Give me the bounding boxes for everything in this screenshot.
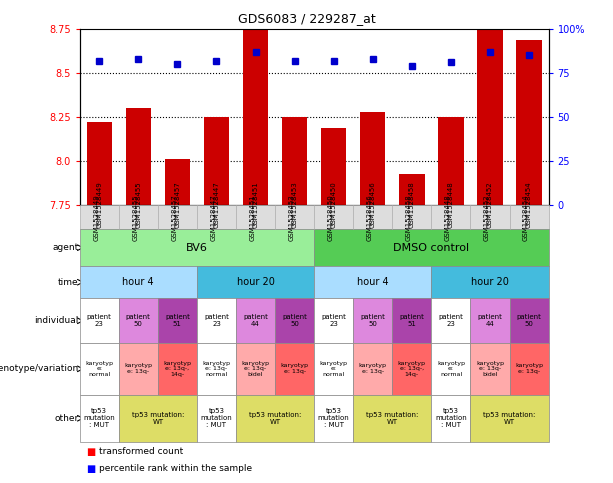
Text: hour 20: hour 20 bbox=[237, 277, 275, 287]
Text: patient
50: patient 50 bbox=[282, 314, 307, 327]
Text: patient
50: patient 50 bbox=[360, 314, 385, 327]
Text: patient
51: patient 51 bbox=[400, 314, 424, 327]
Text: GSM1528450: GSM1528450 bbox=[328, 194, 333, 241]
Bar bbox=[243, 29, 268, 205]
Text: percentile rank within the sample: percentile rank within the sample bbox=[99, 464, 253, 473]
Text: karyotyp
e:
normal: karyotyp e: normal bbox=[85, 360, 113, 377]
Text: GSM1528457: GSM1528457 bbox=[174, 181, 180, 228]
Text: tp53 mutation:
WT: tp53 mutation: WT bbox=[484, 412, 536, 425]
Text: GSM1528449: GSM1528449 bbox=[96, 181, 102, 228]
Bar bbox=[438, 117, 463, 205]
Text: karyotyp
e:
normal: karyotyp e: normal bbox=[437, 360, 465, 377]
Bar bbox=[165, 159, 190, 205]
Text: karyotyp
e:
normal: karyotyp e: normal bbox=[320, 360, 348, 377]
Text: GSM1528455: GSM1528455 bbox=[132, 194, 139, 241]
Text: karyotyp
e: 13q-: karyotyp e: 13q- bbox=[515, 363, 543, 374]
Text: patient
51: patient 51 bbox=[165, 314, 190, 327]
Text: genotype/variation: genotype/variation bbox=[0, 364, 78, 373]
Text: patient
23: patient 23 bbox=[438, 314, 463, 327]
Text: patient
23: patient 23 bbox=[87, 314, 112, 327]
Text: DMSO control: DMSO control bbox=[394, 242, 470, 253]
Text: GSM1528452: GSM1528452 bbox=[484, 194, 490, 241]
Text: tp53
mutation
: MUT: tp53 mutation : MUT bbox=[435, 408, 467, 428]
Text: other: other bbox=[54, 414, 78, 423]
Text: GSM1528450: GSM1528450 bbox=[330, 181, 337, 228]
Bar bbox=[478, 29, 503, 205]
Text: patient
23: patient 23 bbox=[204, 314, 229, 327]
Text: hour 4: hour 4 bbox=[123, 277, 154, 287]
Text: GSM1528451: GSM1528451 bbox=[253, 181, 259, 228]
Text: GSM1528451: GSM1528451 bbox=[249, 194, 256, 241]
Text: tp53 mutation:
WT: tp53 mutation: WT bbox=[132, 412, 184, 425]
Text: karyotyp
e: 13q-,
14q-: karyotyp e: 13q-, 14q- bbox=[398, 360, 426, 377]
Bar bbox=[399, 173, 425, 205]
Text: GSM1528447: GSM1528447 bbox=[213, 181, 219, 228]
Text: hour 4: hour 4 bbox=[357, 277, 389, 287]
Text: time: time bbox=[58, 278, 78, 287]
Text: karyotyp
e: 13q-
bidel: karyotyp e: 13q- bidel bbox=[242, 360, 270, 377]
Text: tp53
mutation
: MUT: tp53 mutation : MUT bbox=[200, 408, 232, 428]
Text: GSM1528454: GSM1528454 bbox=[526, 181, 532, 228]
Text: karyotyp
e: 13q-
normal: karyotyp e: 13q- normal bbox=[202, 360, 230, 377]
Text: patient
44: patient 44 bbox=[243, 314, 268, 327]
Text: GSM1528454: GSM1528454 bbox=[523, 194, 529, 241]
Bar bbox=[282, 117, 307, 205]
Text: karyotyp
e: 13q-: karyotyp e: 13q- bbox=[281, 363, 308, 374]
Text: GSM1528456: GSM1528456 bbox=[370, 181, 376, 228]
Text: karyotyp
e: 13q-
bidel: karyotyp e: 13q- bidel bbox=[476, 360, 504, 377]
Text: patient
50: patient 50 bbox=[126, 314, 151, 327]
Text: karyotyp
e: 13q-: karyotyp e: 13q- bbox=[124, 363, 152, 374]
Bar bbox=[516, 40, 542, 205]
Text: GSM1528455: GSM1528455 bbox=[135, 181, 142, 228]
Text: GSM1528448: GSM1528448 bbox=[445, 194, 451, 241]
Text: GDS6083 / 229287_at: GDS6083 / 229287_at bbox=[238, 12, 375, 25]
Bar bbox=[126, 108, 151, 205]
Text: tp53
mutation
: MUT: tp53 mutation : MUT bbox=[83, 408, 115, 428]
Text: GSM1528457: GSM1528457 bbox=[172, 194, 177, 241]
Text: GSM1528458: GSM1528458 bbox=[406, 194, 412, 241]
Bar bbox=[86, 122, 112, 205]
Text: BV6: BV6 bbox=[186, 242, 208, 253]
Text: GSM1528447: GSM1528447 bbox=[210, 194, 216, 241]
Text: GSM1528453: GSM1528453 bbox=[289, 194, 295, 241]
Text: karyotyp
e: 13q-: karyotyp e: 13q- bbox=[359, 363, 387, 374]
Text: GSM1528453: GSM1528453 bbox=[292, 181, 298, 228]
Text: tp53 mutation:
WT: tp53 mutation: WT bbox=[366, 412, 419, 425]
Text: tp53 mutation:
WT: tp53 mutation: WT bbox=[249, 412, 301, 425]
Bar bbox=[321, 128, 346, 205]
Text: GSM1528456: GSM1528456 bbox=[367, 194, 373, 241]
Text: hour 20: hour 20 bbox=[471, 277, 509, 287]
Text: transformed count: transformed count bbox=[99, 447, 183, 456]
Text: GSM1528452: GSM1528452 bbox=[487, 181, 493, 228]
Text: ■: ■ bbox=[86, 464, 95, 473]
Text: agent: agent bbox=[52, 243, 78, 252]
Text: patient
50: patient 50 bbox=[517, 314, 541, 327]
Text: GSM1528449: GSM1528449 bbox=[93, 194, 99, 241]
Text: tp53
mutation
: MUT: tp53 mutation : MUT bbox=[318, 408, 349, 428]
Text: patient
44: patient 44 bbox=[478, 314, 503, 327]
Text: GSM1528458: GSM1528458 bbox=[409, 181, 415, 228]
Text: patient
23: patient 23 bbox=[321, 314, 346, 327]
Text: individual: individual bbox=[34, 316, 78, 325]
Text: GSM1528448: GSM1528448 bbox=[448, 181, 454, 228]
Bar bbox=[204, 117, 229, 205]
Text: ■: ■ bbox=[86, 447, 95, 456]
Text: karyotyp
e: 13q-,
14q-: karyotyp e: 13q-, 14q- bbox=[164, 360, 191, 377]
Bar bbox=[360, 112, 386, 205]
